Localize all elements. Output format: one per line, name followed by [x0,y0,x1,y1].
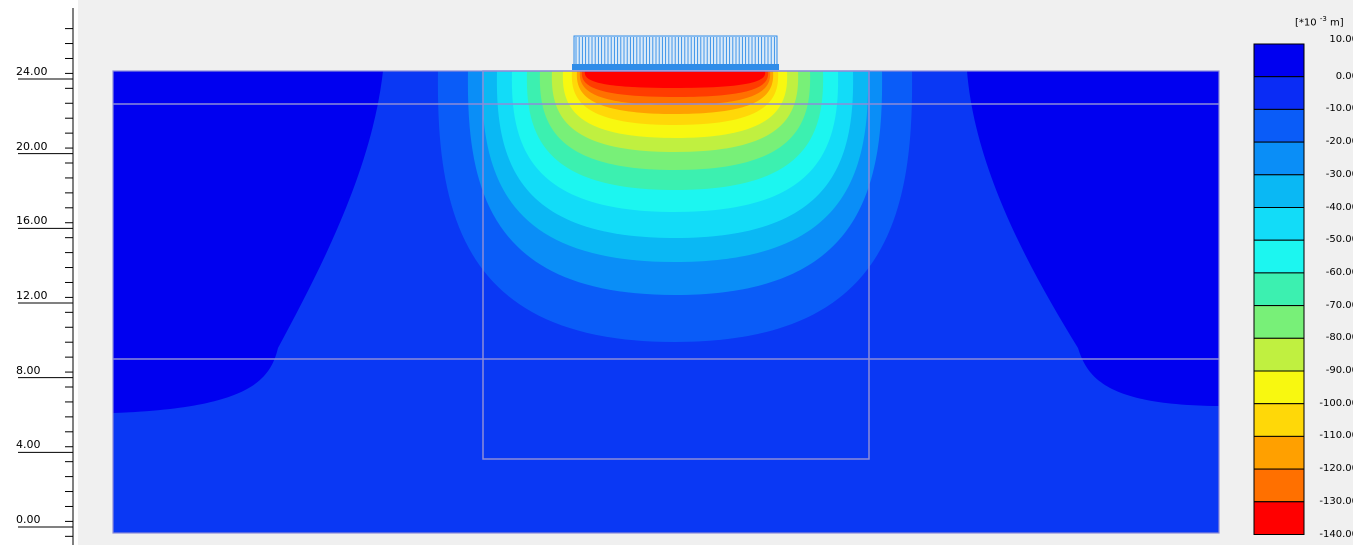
ruler-tick-label: 24.00 [16,65,48,78]
ruler-tick-label: 0.00 [16,513,41,526]
legend-level-label: -130.00 [1319,495,1353,507]
vertical-ruler [0,0,78,545]
legend-swatch [1253,337,1305,372]
ruler-tick-label: 4.00 [16,438,41,452]
refined-zone-boundary [482,70,870,460]
legend-swatch [1253,403,1305,437]
legend-swatch [1253,305,1305,339]
legend-level-label: -120.00 [1319,463,1353,475]
legend-swatch [1253,468,1305,503]
legend-level-label: -140.00 [1319,528,1353,540]
legend-swatch [1253,435,1305,470]
legend-level-label: -90.00 [1325,365,1353,376]
contour-band-outer-left [113,71,383,413]
ruler-tick-label: 12.00 [16,289,48,302]
footing-plate [572,64,779,70]
ruler-tick-label: 8.00 [16,363,41,377]
displacement-contours [113,71,1219,533]
legend-level-label: -80.00 [1325,332,1353,344]
legend-swatch [1253,501,1305,535]
legend-swatch [1253,108,1305,143]
contour-band-outer-right [967,71,1219,406]
legend-level-label: -10.00 [1325,103,1353,115]
legend-unit-label: [*10 -3 m] [1295,15,1344,29]
legend-level-label: 10.00 [1329,34,1353,45]
ruler-tick-label: 20.00 [16,139,48,153]
legend-swatch [1253,239,1305,274]
legend-level-label: 0.00 [1335,70,1353,82]
legend-color-bar [1253,43,1305,535]
legend-swatch [1253,174,1305,209]
ruler-ticks [18,8,74,545]
legend-level-label: -50.00 [1325,234,1353,246]
legend-swatch [1253,370,1305,405]
distributed-load [572,35,779,70]
legend-level-label: -100.00 [1319,397,1353,409]
legend-level-label: -30.00 [1325,168,1353,180]
legend-level-label: -60.00 [1325,266,1353,278]
legend-swatch [1253,141,1305,176]
legend-swatch [1253,272,1305,307]
legend-level-label: -70.00 [1325,299,1353,311]
legend-swatch [1253,43,1305,78]
model-geometry [112,70,1220,534]
legend-swatch [1253,76,1305,110]
legend-level-label: -110.00 [1319,430,1353,442]
legend-level-label: -40.00 [1325,201,1353,213]
legend-level-label: -20.00 [1325,136,1353,148]
ruler-tick-label: 16.00 [16,214,48,228]
contour-band [584,71,766,88]
legend-swatch [1253,207,1305,241]
